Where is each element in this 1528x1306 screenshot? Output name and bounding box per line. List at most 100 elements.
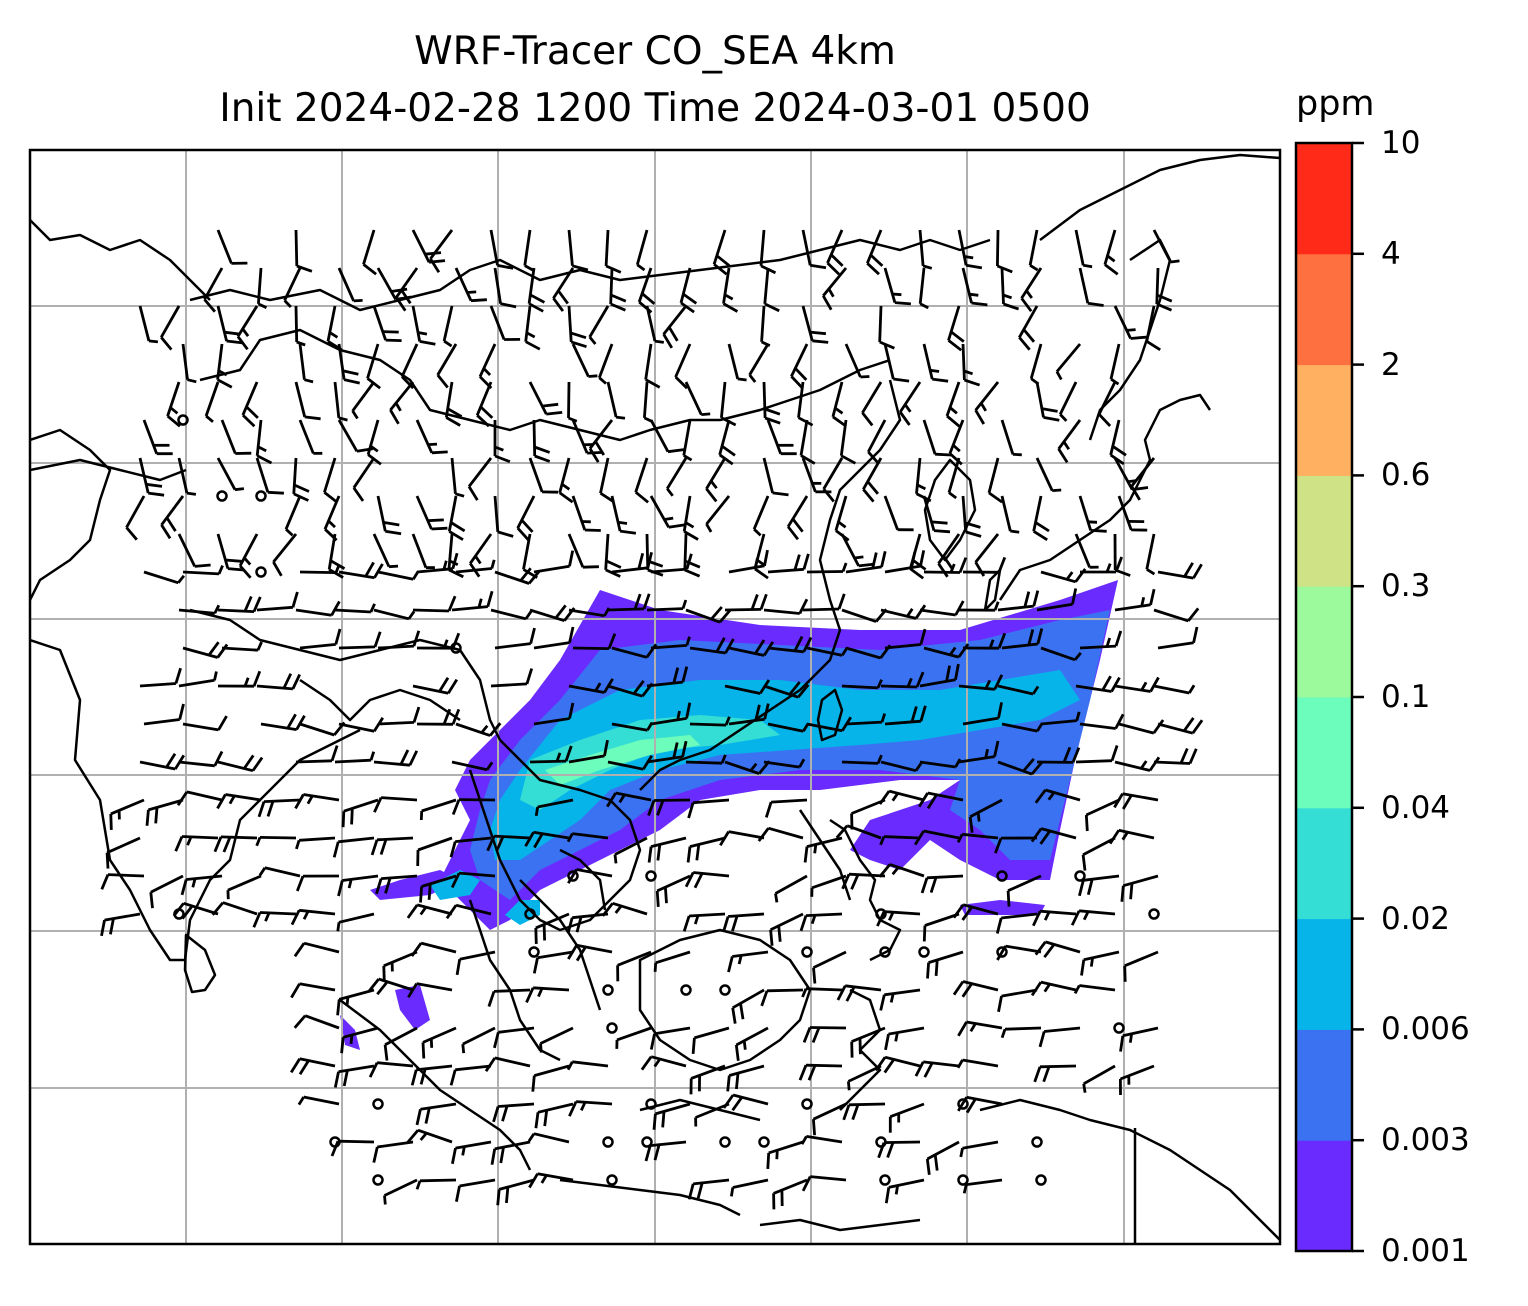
wind-barb <box>493 420 511 464</box>
wind-barb <box>294 229 313 273</box>
wind-barb <box>496 1178 535 1206</box>
wind-barb <box>332 836 375 858</box>
wind-barb <box>203 267 224 313</box>
wind-barb <box>283 267 302 308</box>
wind-barb <box>674 343 692 390</box>
wind-barb <box>995 912 1038 934</box>
wind-barb <box>962 1178 1003 1194</box>
wind-barb <box>415 419 448 455</box>
wind-barb <box>945 381 961 428</box>
wind-barb <box>1157 717 1204 735</box>
wind-barb <box>221 641 263 652</box>
wind-barb <box>145 798 184 826</box>
new-guinea-coast <box>979 1098 1280 1241</box>
wind-barb <box>957 229 983 270</box>
wind-barb <box>216 343 233 389</box>
wind-barb <box>1075 745 1119 764</box>
wind-barb <box>961 267 988 307</box>
calm-marker <box>1148 908 1160 920</box>
wind-barb <box>650 636 691 650</box>
wind-barb <box>810 874 847 897</box>
wind-barb <box>802 593 846 612</box>
sumatra-coast <box>339 999 532 1171</box>
wind-barb <box>1033 1064 1077 1083</box>
colorbar-segment <box>1296 586 1352 698</box>
wind-barb <box>922 912 960 942</box>
calm-marker <box>255 566 267 578</box>
wind-barb <box>666 457 688 497</box>
west-borders <box>30 428 112 601</box>
wind-barb <box>1057 419 1082 464</box>
wind-barb <box>762 381 781 425</box>
wind-barb <box>845 713 887 726</box>
wind-barb <box>366 343 381 390</box>
wind-barb <box>326 305 343 351</box>
wind-barb <box>1153 747 1198 765</box>
wind-barb <box>841 679 883 690</box>
wind-barb <box>1006 874 1042 907</box>
wind-barb <box>478 343 497 390</box>
wind-barb <box>257 267 268 309</box>
wind-barb <box>299 721 346 737</box>
wind-barb <box>533 550 575 574</box>
wind-barb <box>415 1102 457 1126</box>
wind-barb <box>914 829 960 846</box>
wind-barb <box>216 305 243 345</box>
wind-barb <box>962 702 1003 726</box>
wind-barb <box>568 739 609 764</box>
wind-barb <box>1079 713 1125 730</box>
wind-barb <box>260 713 306 731</box>
wind-barb <box>567 229 589 272</box>
wind-barb <box>455 950 496 976</box>
wind-barb <box>299 628 342 650</box>
wind-barb <box>763 758 806 769</box>
wind-barb <box>567 305 587 349</box>
wind-barb <box>1036 746 1081 764</box>
wind-barb <box>948 419 965 466</box>
wind-barb <box>336 912 375 932</box>
wind-barb <box>918 267 929 310</box>
calm-marker <box>719 984 731 996</box>
wind-barb <box>1028 229 1039 272</box>
wind-barb <box>490 1140 531 1165</box>
wind-barb <box>884 1178 925 1204</box>
wind-barb <box>615 1026 652 1049</box>
wind-barb <box>539 1026 574 1053</box>
wind-barb <box>284 495 302 537</box>
wind-barb <box>997 988 1038 1013</box>
wind-barb <box>961 343 981 387</box>
wind-barb <box>337 419 373 453</box>
wind-barb <box>997 590 1040 612</box>
wind-barb <box>959 1140 999 1158</box>
calm-marker <box>957 1098 969 1110</box>
wind-barb <box>489 305 521 341</box>
wind-barb <box>100 873 145 890</box>
wind-barb <box>1152 229 1180 264</box>
wind-barb <box>1040 568 1087 584</box>
calm-marker <box>879 1174 891 1186</box>
wind-barb <box>368 1061 414 1078</box>
calm-marker <box>528 946 540 958</box>
wind-barb <box>1000 267 1020 311</box>
wind-barb <box>524 830 570 849</box>
wind-barb <box>689 637 735 655</box>
wind-barb <box>467 457 493 501</box>
wind-barb <box>421 1026 457 1059</box>
calm-marker <box>450 642 462 654</box>
wind-barb <box>649 495 685 529</box>
calm-marker <box>567 870 579 882</box>
wind-barb <box>1070 909 1116 926</box>
wind-barb <box>599 457 615 504</box>
wind-barb <box>1145 305 1161 351</box>
wind-barb <box>601 901 648 917</box>
wind-barb <box>922 343 949 383</box>
wind-barb <box>728 703 770 726</box>
wind-barb <box>552 267 575 312</box>
wind-barb <box>958 601 1000 612</box>
wind-barb <box>436 343 458 389</box>
wind-barb <box>182 641 229 659</box>
wind-barb <box>922 495 951 534</box>
wind-barb <box>679 267 698 314</box>
wind-barb <box>411 305 436 346</box>
wind-barb <box>763 598 809 615</box>
